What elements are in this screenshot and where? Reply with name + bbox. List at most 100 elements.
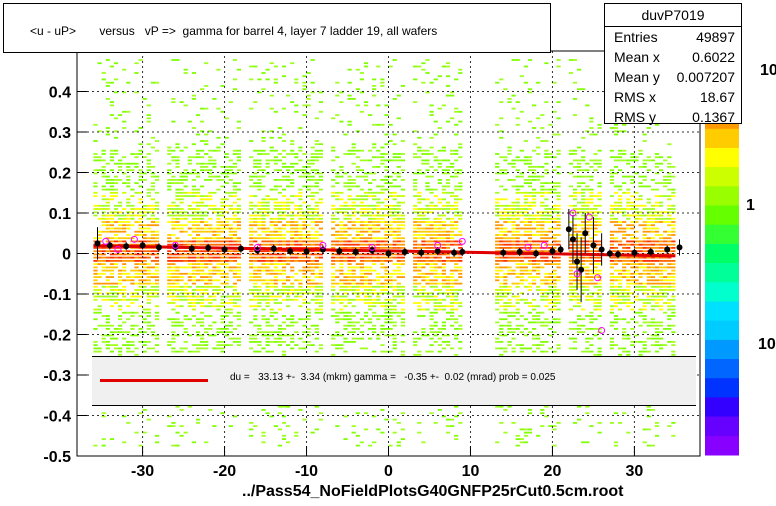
profile-point [631, 249, 638, 256]
colorbar-cell [705, 435, 739, 456]
x-tick-label: -30 [131, 463, 154, 480]
profile-point [352, 248, 359, 255]
profile-point [549, 248, 556, 255]
profile-point [676, 244, 683, 251]
open-marker [368, 243, 376, 251]
colorbar-cell [705, 359, 739, 379]
profile-point [664, 246, 671, 253]
stats-row-rms-y: RMS y 0.1367 [605, 107, 741, 127]
y-tick-label: 0.3 [49, 125, 71, 142]
y-tick-label: -0.4 [43, 409, 71, 426]
stats-row-rms-x: RMS x 18.67 [605, 87, 741, 107]
colorbar-cell [705, 224, 739, 245]
stats-value: 0.6022 [692, 49, 735, 65]
stats-row-entries: Entries 49897 [605, 27, 741, 47]
open-marker [434, 241, 442, 249]
colorbar-cell [705, 205, 739, 226]
profile-point [569, 236, 576, 243]
profile-point [123, 243, 130, 250]
fit-legend-line [100, 379, 208, 382]
y-tick-label: 0 [62, 247, 71, 264]
open-marker [569, 209, 577, 217]
stats-row-mean-y: Mean y 0.007207 [605, 67, 741, 87]
open-marker [114, 245, 122, 253]
chart-title-box: <u - uP> versus vP => gamma for barrel 4… [3, 3, 551, 53]
x-tick-label: 0 [384, 463, 393, 480]
profile-point [557, 246, 564, 253]
colorbar-cell [705, 243, 739, 264]
profile-point [303, 248, 310, 255]
y-tick-label: 0.4 [49, 85, 71, 102]
profile-point [574, 258, 581, 265]
profile-point [401, 248, 408, 255]
profile-point [205, 244, 212, 251]
open-marker [524, 243, 532, 251]
stats-key: RMS x [614, 89, 656, 105]
colorbar-cell [705, 397, 739, 418]
profile-point [590, 242, 597, 249]
profile-point [598, 246, 605, 253]
colorbar-cell [705, 339, 739, 360]
colorbar-cell [705, 186, 739, 206]
open-marker [540, 241, 548, 249]
open-marker [458, 237, 466, 245]
y-tick-label: -0.3 [43, 368, 71, 385]
profile-point [94, 240, 101, 247]
open-marker [585, 213, 593, 221]
x-axis: -30 -20 -10 0 10 20 30 [131, 446, 643, 480]
colorbar-cell [705, 301, 739, 322]
open-marker [319, 241, 327, 249]
profile-point [221, 246, 228, 253]
stats-key: Entries [614, 29, 658, 45]
profile-point [418, 249, 425, 256]
profile-point [237, 245, 244, 252]
profile-point [385, 250, 392, 257]
stats-value: 49897 [696, 29, 735, 45]
profile-point [155, 244, 162, 251]
profile-point [459, 248, 466, 255]
profile-point [139, 242, 146, 249]
colorbar-label-mid: 1 [746, 197, 755, 214]
profile-point [287, 248, 294, 255]
x-tick-label: 10 [462, 463, 480, 480]
profile-point [336, 248, 343, 255]
y-tick-label: -0.1 [43, 287, 71, 304]
open-marker [598, 326, 606, 334]
chart-title: <u - uP> versus vP => gamma for barrel 4… [30, 24, 438, 38]
colorbar-cell [705, 416, 739, 437]
profile-point [500, 249, 507, 256]
stats-value: 0.1367 [692, 109, 735, 125]
colorbar-cell [705, 320, 739, 341]
y-tick-label: -0.2 [43, 328, 71, 345]
heatmap-cells [93, 59, 676, 447]
fit-legend-text: du = 33.13 +- 3.34 (mkm) gamma = -0.35 +… [230, 372, 556, 383]
profile-point [533, 250, 540, 257]
open-marker [594, 274, 602, 282]
y-axis: -0.5 -0.4 -0.3 -0.2 -0.1 0 0.1 0.2 0.3 0.4 [43, 85, 87, 466]
profile-point [647, 248, 654, 255]
profile-point [606, 250, 613, 257]
profile-point [578, 266, 585, 273]
footer-filename: ../Pass54_NoFieldPlotsG40GNFP25rCut0.5cm… [242, 483, 624, 500]
profile-point [270, 245, 277, 252]
y-tick-label: -0.5 [43, 449, 71, 466]
x-tick-label: 20 [544, 463, 562, 480]
colorbar [705, 52, 739, 456]
open-marker [573, 270, 581, 278]
colorbar-cell [705, 263, 739, 283]
profile-point [565, 226, 572, 233]
open-markers [102, 209, 606, 334]
profile-point [615, 251, 622, 258]
x-tick-label: -20 [213, 463, 236, 480]
colorbar-cell [705, 167, 739, 187]
fit-legend: du = 33.13 +- 3.34 (mkm) gamma = -0.35 +… [92, 356, 696, 406]
profile-point [188, 245, 195, 252]
colorbar-label-bottom: 10 [758, 336, 776, 353]
y-tick-label: 0.1 [49, 206, 71, 223]
profile-point [451, 249, 458, 256]
colorbar-cell [705, 282, 739, 302]
open-marker [253, 243, 261, 251]
colorbar-cell [705, 148, 739, 168]
stats-key: RMS y [614, 109, 656, 125]
profile-point [516, 248, 523, 255]
